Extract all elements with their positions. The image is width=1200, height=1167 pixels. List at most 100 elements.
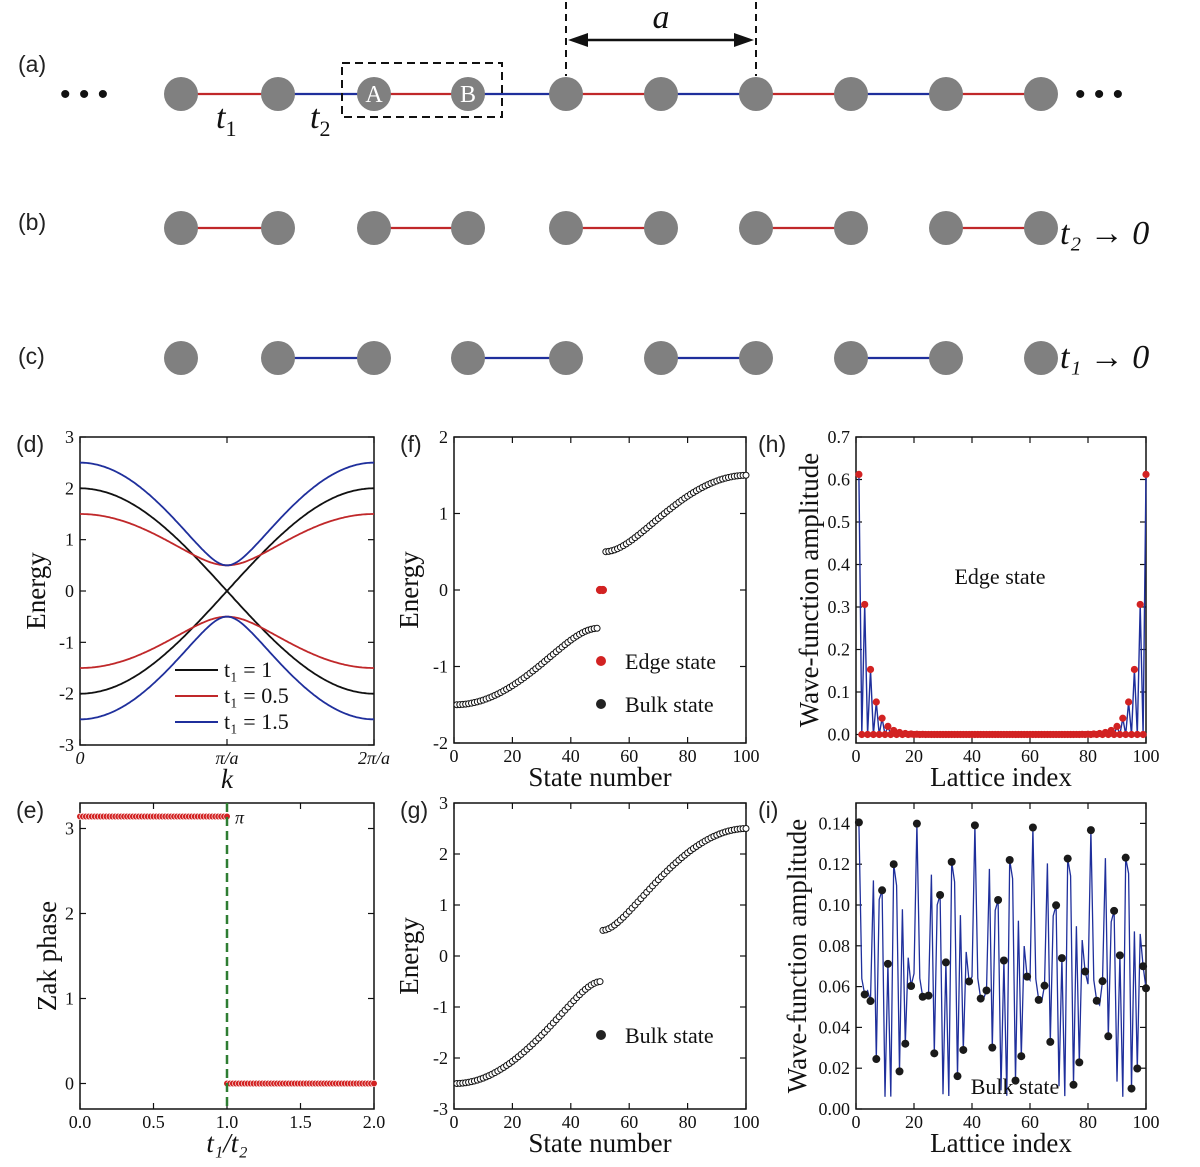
x-tick-label: 100 (1133, 746, 1160, 766)
bulk-state-point (596, 978, 604, 986)
x-tick-label: 40 (562, 1112, 580, 1132)
lattice-site-5 (644, 77, 678, 111)
edge-amplitude-point (872, 698, 880, 706)
bulk-amplitude-point (878, 886, 887, 895)
x-tick-label: 20 (503, 1112, 521, 1132)
panel-label-g: (g) (400, 797, 428, 823)
panel-label-b: (b) (18, 209, 46, 235)
sites-chain-b (164, 211, 1058, 245)
sites-chain-a (164, 77, 1058, 111)
x-axis-label: Lattice index (930, 1128, 1072, 1158)
bulk-amplitude-point (1028, 823, 1037, 832)
bulk-amplitude-point (1142, 984, 1150, 993)
lattice-site-0 (164, 77, 198, 111)
bulk-amplitude-point (924, 991, 933, 1000)
edge-amplitude-point (1142, 470, 1150, 478)
bulk-amplitude-point (1023, 972, 1032, 981)
chart-spectrum-trivial: 0 20 40 60 80 100 -3 -2 -1 0 1 2 3 (g) State number Ene… (394, 793, 760, 1158)
bulk-amplitude-point (1133, 1064, 1142, 1073)
legend-edge-label: Edge state (625, 649, 716, 674)
edge-amplitude-point (1127, 730, 1136, 739)
plot-frame (453, 802, 747, 1110)
bulk-amplitude-point (999, 956, 1008, 965)
lattice-site-9 (1024, 341, 1058, 375)
edge-state-point (598, 585, 608, 595)
bulk-amplitude-point (1011, 1076, 1020, 1085)
x-tick-label: 80 (1079, 746, 1097, 766)
bulk-amplitude-point (953, 1072, 962, 1081)
x-tick-label: 40 (963, 746, 981, 766)
bulk-amplitude-point (1034, 995, 1043, 1004)
x-tick-label: 60 (1021, 746, 1039, 766)
y-tick-label: 0.10 (819, 895, 851, 915)
edge-state-annotation: Edge state (954, 564, 1045, 589)
edge-amplitude-point (866, 665, 875, 674)
x-tick-label: 100 (1133, 1112, 1160, 1132)
bulk-amplitude-point (1063, 854, 1072, 863)
edge-amplitude-point (1130, 665, 1138, 674)
bulk-amplitude-point (976, 994, 985, 1003)
lattice-site-3 (451, 211, 485, 245)
band-line-1-upper (80, 513, 374, 567)
lattice-site-8 (929, 77, 963, 111)
bulk-amplitude-point (1040, 981, 1049, 990)
panel-label-d: (d) (16, 431, 44, 457)
y-tick-label: 2 (439, 844, 448, 864)
panel-label-a: (a) (18, 51, 46, 77)
x-tick-label: 2.0 (363, 1112, 386, 1132)
x-tick-label: 40 (562, 746, 580, 766)
x-tick-label: 60 (620, 746, 638, 766)
bulk-amplitude-point (1057, 954, 1066, 963)
legend-bulk-marker (596, 699, 606, 709)
x-tick-label: 40 (963, 1112, 981, 1132)
y-tick-label: 0 (439, 580, 448, 600)
unit-cell-box (341, 62, 503, 118)
x-tick-label: 0 (76, 748, 85, 768)
arrow-head-right (734, 33, 754, 47)
sites-chain-c (164, 341, 1058, 375)
y-tick-label: 0 (65, 581, 74, 601)
lattice-site-5 (644, 341, 678, 375)
bulk-amplitude-point (866, 997, 875, 1006)
bulk-amplitude-point (889, 860, 898, 869)
hopping-t2-label: t2 (310, 99, 330, 141)
bulk-amplitude-point (988, 1043, 997, 1052)
edge-amplitude-point (1125, 698, 1133, 706)
ellipsis-left: • • • (60, 78, 108, 111)
y-tick-label: 1 (439, 504, 448, 524)
edge-amplitude-point (1119, 714, 1127, 722)
lattice-diagram: (a) • • • • • • A B t1 t2 a (b) t₂ → 0 (… (18, 0, 1149, 376)
x-axis-label: t₁/t₂ (206, 1128, 247, 1158)
y-tick-label: -2 (433, 733, 448, 753)
y-axis-label: Energy (394, 917, 424, 995)
panel-label-f: (f) (400, 431, 422, 457)
lattice-site-2 (357, 211, 391, 245)
chart-bulk-state-wavefunction: 0 20 40 60 80 100 0.00 0.02 0.04 0.06 0.08 0.10 0.12… (758, 797, 1160, 1158)
bulk-amplitude-point (1075, 1058, 1084, 1067)
site-label-b: B (460, 82, 476, 108)
y-tick-label: -1 (433, 657, 448, 677)
bulk-amplitude-point (1052, 901, 1061, 910)
legend-label: t₁ = 0.5 (224, 683, 289, 708)
chart-zak-phase: 0.0 0.5 1.0 1.5 2.0 0 1 2 3 (e) t₁/t₂ Zak phase π (16, 797, 385, 1158)
plot-frame (855, 802, 1147, 1110)
y-tick-label: 0.1 (828, 682, 851, 702)
y-axis-label: Wave-function amplitude (782, 819, 812, 1093)
panel-label-i: (i) (758, 797, 778, 823)
edge-amplitude-point (1116, 730, 1124, 739)
edge-amplitude-point (855, 470, 863, 478)
y-tick-label: 1 (65, 989, 74, 1009)
bulk-state-point (593, 624, 601, 632)
lattice-site-8 (929, 341, 963, 375)
y-tick-label: 0.04 (819, 1017, 851, 1037)
lattice-site-3 (451, 341, 485, 375)
edge-amplitude-point (1110, 730, 1118, 739)
y-tick-label: 1 (439, 895, 448, 915)
chart-spectrum-topological: 0 20 40 60 80 100 -2 -1 0 1 2 (f) State number Energy… (394, 427, 760, 792)
y-tick-label: 3 (439, 793, 448, 813)
panel-label-e: (e) (16, 797, 44, 823)
limit-label-c: t₁ → 0 (1060, 339, 1149, 376)
x-tick-label: 20 (503, 746, 521, 766)
lattice-site-8 (929, 211, 963, 245)
